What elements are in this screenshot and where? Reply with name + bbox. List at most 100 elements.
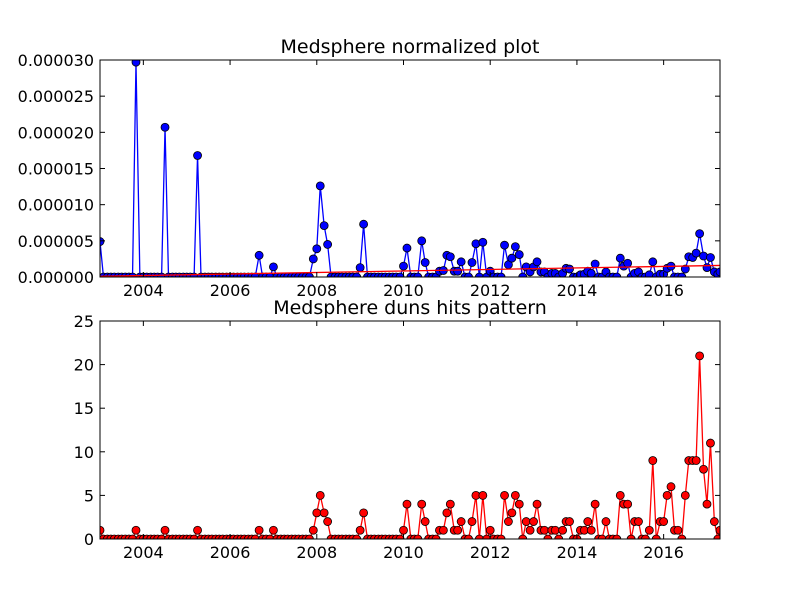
normalized-data-point xyxy=(308,254,318,264)
duns-hits-data-point xyxy=(586,525,596,535)
duns-hits-data-point xyxy=(189,534,199,539)
normalized-x-tick-label: 2010 xyxy=(383,281,424,300)
duns-hits-series xyxy=(100,351,720,539)
duns-hits-y-tick-label: 10 xyxy=(74,443,94,462)
normalized-data-point xyxy=(467,258,477,267)
duns-hits-data-point xyxy=(504,517,513,526)
duns-hits-data-point xyxy=(597,534,607,539)
normalized-data-point xyxy=(586,268,596,277)
normalized-data-point xyxy=(402,243,412,253)
duns-hits-data-point xyxy=(699,464,708,474)
duns-hits-data-point xyxy=(713,534,720,539)
duns-hits-data-point xyxy=(641,534,650,539)
duns-hits-data-point xyxy=(359,508,369,518)
normalized-data-point xyxy=(395,272,405,277)
duns-hits-data-point xyxy=(100,525,105,535)
normalized-x-tick-label: 2016 xyxy=(643,281,684,300)
normalized-data-point xyxy=(623,258,633,268)
duns-hits-data-point xyxy=(250,534,260,539)
duns-hits-data-point xyxy=(590,499,600,509)
duns-hits-data-point xyxy=(467,517,477,526)
normalized-data-point xyxy=(680,264,690,274)
normalized-data-point xyxy=(100,237,105,246)
duns-hits-series-line xyxy=(100,355,720,539)
duns-hits-data-point xyxy=(648,456,658,465)
duns-hits-data-point xyxy=(157,534,166,539)
duns-hits-y-tick-label: 20 xyxy=(74,356,94,375)
duns-hits-data-point xyxy=(474,534,484,539)
normalized-data-point xyxy=(315,181,325,191)
duns-hits-data-point xyxy=(442,508,452,518)
normalized-y-tick-label: 0.000010 xyxy=(18,196,94,215)
normalized-series-line xyxy=(100,62,720,277)
duns-hits-data-point xyxy=(305,534,314,539)
duns-hits-data-point xyxy=(695,351,705,361)
normalized-data-point xyxy=(478,237,488,247)
normalized-data-point xyxy=(474,272,484,277)
normalized-data-point xyxy=(615,253,625,263)
duns-hits-data-point xyxy=(453,525,463,535)
normalized-data-point xyxy=(131,60,141,67)
duns-hits-data-point xyxy=(706,438,715,448)
duns-hits-x-tick-label: 2010 xyxy=(383,543,424,562)
normalized-data-point xyxy=(500,240,509,250)
normalized-data-point xyxy=(160,122,170,132)
normalized-y-tick-label: 0.000000 xyxy=(18,268,94,287)
duns-hits-data-point xyxy=(413,534,423,539)
normalized-data-point xyxy=(706,253,715,262)
duns-hits-frame xyxy=(99,320,721,540)
duns-hits-data-point xyxy=(438,525,448,535)
normalized-data-point xyxy=(715,267,720,277)
duns-hits-x-tick-label: 2014 xyxy=(557,543,598,562)
duns-hits-data-point xyxy=(702,499,712,509)
normalized-data-point xyxy=(702,263,712,273)
duns-hits-data-point xyxy=(128,534,137,539)
duns-hits-y-tick-label: 15 xyxy=(74,399,94,418)
duns-hits-data-point xyxy=(315,490,325,500)
duns-hits-data-point xyxy=(662,490,672,500)
duns-hits-data-point xyxy=(417,499,427,509)
duns-hits-data-point xyxy=(623,499,633,509)
duns-hits-data-point xyxy=(666,482,676,492)
duns-hits-data-point xyxy=(554,534,564,539)
normalized-data-point xyxy=(413,272,423,277)
duns-hits-data-point xyxy=(510,490,520,500)
normalized-y-tick-label: 0.000030 xyxy=(18,51,94,70)
normalized-plot-ticks: 2004 2006 2008 2010 2012 2014 2016 0.000000 0.00… xyxy=(18,51,720,300)
duns-hits-data-point xyxy=(615,490,625,500)
normalized-series-line xyxy=(100,264,720,277)
normalized-data-point xyxy=(355,263,365,273)
duns-hits-data-point xyxy=(485,525,495,535)
duns-hits-data-point xyxy=(312,508,322,518)
normalized-data-point xyxy=(565,264,574,274)
normalized-x-tick-label: 2004 xyxy=(123,281,164,300)
duns-hits-data-point xyxy=(456,517,466,526)
duns-hits-data-point xyxy=(677,534,687,539)
duns-hits-data-point xyxy=(482,534,492,539)
normalized-data-point xyxy=(532,257,542,267)
normalized-data-point xyxy=(612,272,622,277)
duns-hits-data-point xyxy=(583,517,593,526)
normalized-data-point xyxy=(399,261,408,271)
normalized-series-1 xyxy=(100,264,720,277)
normalized-data-point xyxy=(445,252,455,262)
normalized-y-tick-label: 0.000025 xyxy=(18,87,94,106)
normalized-data-point xyxy=(453,266,463,276)
duns-hits-data-point xyxy=(626,534,636,539)
duns-hits-x-tick-label: 2008 xyxy=(296,543,337,562)
duns-hits-data-point xyxy=(521,517,531,526)
duns-hits-ticks: 2004 2006 2008 2010 2012 2014 2016 0 5 10 15 20 25 xyxy=(74,312,720,562)
duns-hits-data-point xyxy=(399,525,408,535)
duns-hits-data-point xyxy=(651,534,661,539)
normalized-data-point xyxy=(691,248,701,258)
duns-hits-data-point xyxy=(634,517,643,526)
duns-hits-data-point xyxy=(507,508,517,518)
duns-hits-data-point xyxy=(529,517,538,526)
duns-hits-data-point xyxy=(478,490,488,500)
duns-hits-data-point xyxy=(402,499,412,509)
normalized-y-tick-label: 0.000015 xyxy=(18,160,94,179)
duns-hits-data-point xyxy=(543,534,553,539)
duns-hits-y-tick-label: 5 xyxy=(84,486,94,505)
duns-hits-x-tick-label: 2004 xyxy=(123,543,164,562)
duns-hits-x-tick-label: 2016 xyxy=(643,543,684,562)
